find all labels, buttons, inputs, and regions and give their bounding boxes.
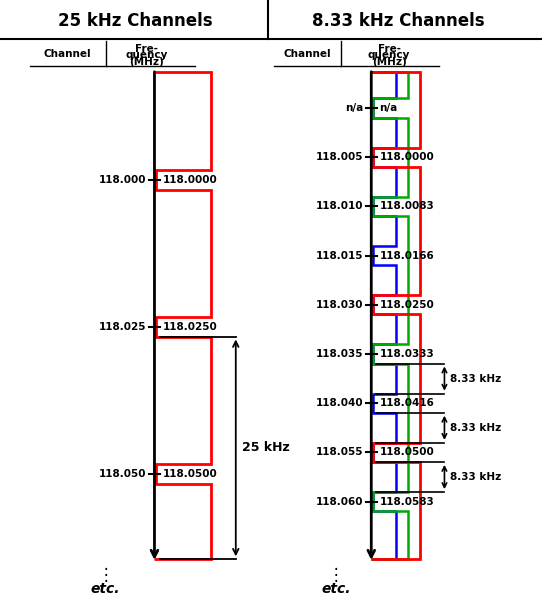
Text: 25 kHz: 25 kHz bbox=[242, 442, 290, 454]
Text: quency: quency bbox=[125, 50, 167, 60]
Text: 118.025: 118.025 bbox=[99, 322, 146, 332]
Text: Channel: Channel bbox=[44, 49, 92, 59]
Text: 8.33 kHz: 8.33 kHz bbox=[450, 374, 501, 383]
Text: 118.0583: 118.0583 bbox=[379, 497, 434, 506]
Text: 118.030: 118.030 bbox=[315, 300, 363, 310]
Text: 8.33 kHz Channels: 8.33 kHz Channels bbox=[312, 12, 485, 30]
Text: 118.050: 118.050 bbox=[99, 469, 146, 479]
Text: 118.035: 118.035 bbox=[315, 349, 363, 359]
Text: 8.33 kHz: 8.33 kHz bbox=[450, 472, 501, 482]
Text: quency: quency bbox=[368, 50, 410, 60]
Text: 118.0000: 118.0000 bbox=[163, 175, 217, 185]
Text: ⋮: ⋮ bbox=[98, 566, 114, 584]
Text: 118.040: 118.040 bbox=[315, 398, 363, 408]
Text: 118.0250: 118.0250 bbox=[379, 300, 434, 310]
Text: (MHz): (MHz) bbox=[372, 58, 406, 67]
Text: 118.000: 118.000 bbox=[99, 175, 146, 185]
Text: 118.0500: 118.0500 bbox=[379, 448, 434, 457]
Text: 118.010: 118.010 bbox=[315, 202, 363, 211]
Text: 25 kHz Channels: 25 kHz Channels bbox=[58, 12, 213, 30]
Text: 118.060: 118.060 bbox=[315, 497, 363, 506]
Text: n/a: n/a bbox=[379, 103, 398, 113]
Text: Fre-: Fre- bbox=[135, 44, 158, 54]
Text: 118.005: 118.005 bbox=[315, 152, 363, 162]
Text: 118.0083: 118.0083 bbox=[379, 202, 434, 211]
Text: 118.055: 118.055 bbox=[315, 448, 363, 457]
Text: n/a: n/a bbox=[345, 103, 363, 113]
Text: 118.0333: 118.0333 bbox=[379, 349, 434, 359]
Text: 118.0000: 118.0000 bbox=[379, 152, 434, 162]
Text: 118.0416: 118.0416 bbox=[379, 398, 434, 408]
Text: 118.0500: 118.0500 bbox=[163, 469, 217, 479]
Text: Channel: Channel bbox=[283, 49, 331, 59]
Text: ⋮: ⋮ bbox=[328, 566, 344, 584]
Text: etc.: etc. bbox=[321, 582, 351, 596]
Text: (MHz): (MHz) bbox=[129, 58, 164, 67]
Text: 118.0250: 118.0250 bbox=[163, 322, 217, 332]
Text: 8.33 kHz: 8.33 kHz bbox=[450, 423, 501, 433]
Text: 118.015: 118.015 bbox=[315, 251, 363, 260]
Text: 118.0166: 118.0166 bbox=[379, 251, 434, 260]
Text: Fre-: Fre- bbox=[378, 44, 401, 54]
Text: etc.: etc. bbox=[91, 582, 120, 596]
